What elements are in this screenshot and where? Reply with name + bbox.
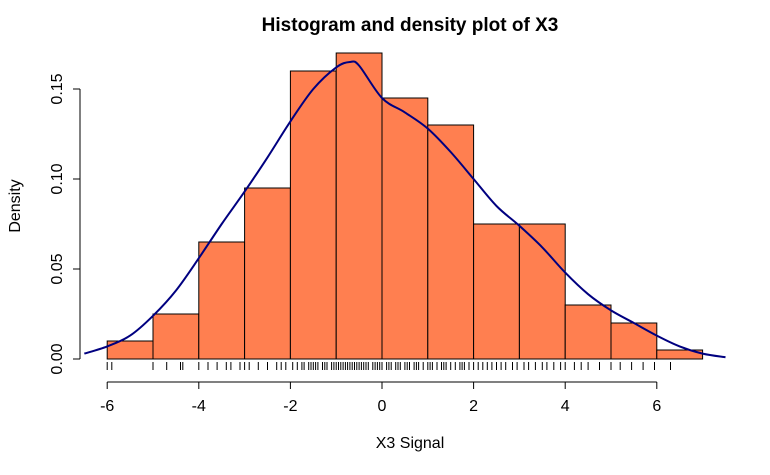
x-tick-label: -4 bbox=[192, 398, 206, 415]
x-axis-label: X3 Signal bbox=[376, 435, 445, 452]
rug-marks bbox=[106, 362, 671, 370]
y-tick-label: 0.00 bbox=[49, 343, 66, 374]
x-tick-label: 6 bbox=[652, 398, 661, 415]
y-tick-label: 0.05 bbox=[49, 253, 66, 284]
histogram-bar bbox=[381, 97, 429, 360]
histogram-bar bbox=[152, 313, 200, 360]
y-tick-label: 0.15 bbox=[49, 73, 66, 104]
x-tick-label: -2 bbox=[283, 398, 297, 415]
x-tick-label: 0 bbox=[378, 398, 387, 415]
histogram-bar bbox=[427, 124, 475, 360]
y-axis-label: Density bbox=[7, 179, 24, 232]
histogram-bar bbox=[473, 223, 520, 360]
x-tick-label: 4 bbox=[561, 398, 570, 415]
density-line bbox=[83, 60, 726, 359]
x-tick-label: -6 bbox=[100, 398, 114, 415]
y-tick-label: 0.10 bbox=[49, 163, 66, 194]
histogram-bar bbox=[335, 52, 383, 360]
histogram-bar bbox=[610, 322, 658, 360]
x-tick-label: 2 bbox=[469, 398, 478, 415]
histogram-bar bbox=[289, 70, 337, 360]
histogram-bar bbox=[564, 304, 612, 360]
y-axis: 0.00 0.05 0.10 0.15 bbox=[49, 73, 81, 375]
histogram-bar bbox=[198, 241, 246, 360]
histogram-bar bbox=[244, 187, 291, 360]
histogram-bars bbox=[106, 52, 704, 360]
histogram-bar bbox=[518, 223, 566, 360]
x-axis: -6 -4 -2 0 2 4 6 bbox=[100, 381, 661, 415]
chart-title: Histogram and density plot of X3 bbox=[262, 15, 559, 36]
density-curve-group bbox=[83, 60, 726, 359]
